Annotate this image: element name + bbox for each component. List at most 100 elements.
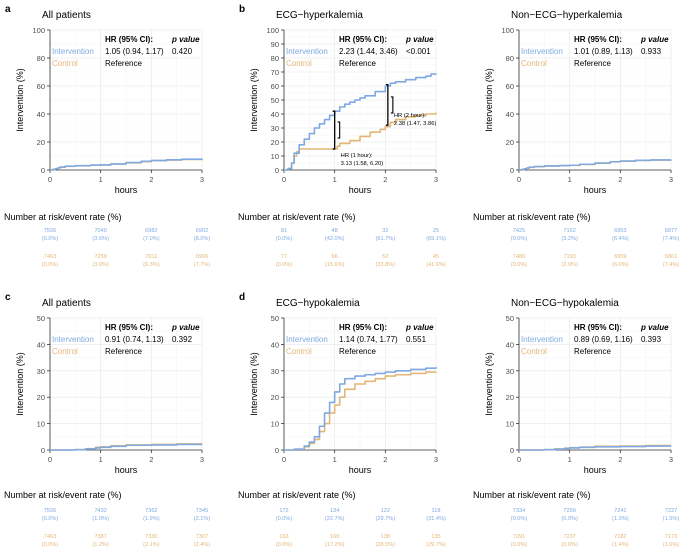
y-tick-label: 10 (37, 420, 45, 429)
chart-panel-3: Non−ECG−hyperkalemia 0 20 40 60 80 100 0 1 2 3 hour… (473, 10, 679, 268)
hr-annotation-line-2: 2.38 (1.47, 3.86) (394, 121, 437, 127)
legend-intervention-hr: 2.23 (1.44, 3.46) (339, 47, 398, 56)
risk-intervention-rate: (0.0%) (276, 236, 293, 242)
panel-title: Non−ECG−hypokalemia (511, 298, 619, 309)
risk-intervention-n: 7506 (44, 228, 56, 234)
risk-control-n: 66 (332, 254, 338, 260)
legend-control-hr: Reference (105, 59, 142, 68)
x-tick-label: 1 (333, 455, 337, 464)
x-tick-label: 1 (99, 455, 103, 464)
risk-intervention-rate: (7.4%) (663, 236, 680, 242)
x-tick-label: 2 (618, 175, 622, 184)
risk-control-rate: (2.9%) (561, 262, 578, 268)
y-tick-label: 0 (510, 166, 514, 175)
y-tick-label: 50 (37, 314, 45, 323)
y-tick-label: 0 (275, 446, 279, 455)
y-tick-label: 100 (266, 26, 279, 35)
chart-panel-2: b ECG−hyperkalemia 0 10 20 30 40 50 60 70 80 90 100 0… (238, 4, 446, 268)
panel-title: All patients (42, 298, 91, 309)
legend-intervention-label: Intervention (521, 47, 563, 56)
risk-intervention-rate: (8.0%) (194, 236, 211, 242)
hr-bracket-inner (390, 96, 394, 114)
series-line-intervention (50, 158, 203, 171)
risk-control-n: 138 (381, 534, 390, 540)
y-tick-label: 10 (271, 420, 279, 429)
risk-intervention-n: 7259 (563, 508, 575, 514)
y-tick-label: 20 (506, 138, 514, 147)
chart-panel-1: a All patients 0 20 40 60 80 100 0 1 2 3 hours Interv… (4, 4, 210, 268)
legend-control-label: Control (286, 347, 312, 356)
hr-bracket (332, 110, 336, 150)
y-tick-label: 30 (271, 367, 279, 376)
risk-intervention-rate: (0.0%) (511, 236, 528, 242)
y-tick-label: 40 (506, 110, 514, 119)
risk-intervention-n: 7040 (94, 228, 106, 234)
y-tick-label: 30 (506, 367, 514, 376)
hr-bracket (385, 83, 389, 126)
risk-table-header: Number at risk/event rate (%) (473, 490, 591, 500)
risk-intervention-n: 134 (330, 508, 339, 514)
y-tick-label: 30 (37, 367, 45, 376)
legend-hr-header: HR (95% CI): (339, 35, 387, 44)
risk-control-n: 7182 (614, 534, 626, 540)
legend-p-value: 0.933 (641, 47, 662, 56)
risk-intervention-n: 7506 (44, 508, 56, 514)
risk-intervention-rate: (0.0%) (42, 516, 59, 522)
y-axis-label: Intervention (%) (15, 352, 25, 416)
risk-control-rate: (0.0%) (511, 262, 528, 268)
hr-annotation-line-1: HR (1 hour): (341, 153, 373, 159)
y-axis-label: Intervention (%) (15, 68, 25, 132)
risk-control-n: 7463 (44, 254, 56, 260)
x-tick-label: 0 (517, 455, 521, 464)
risk-control-rate: (1.6%) (663, 542, 680, 548)
risk-control-rate: (28.5%) (376, 542, 396, 548)
risk-control-n: 7387 (94, 534, 106, 540)
risk-intervention-n: 7162 (563, 228, 575, 234)
risk-control-n: 135 (431, 534, 440, 540)
legend-p-header: p value (171, 323, 200, 332)
x-tick-label: 2 (383, 175, 387, 184)
risk-intervention-n: 32 (382, 228, 388, 234)
risk-control-n: 7193 (563, 254, 575, 260)
risk-control-rate: (6.3%) (143, 262, 160, 268)
x-tick-label: 2 (618, 455, 622, 464)
y-tick-label: 100 (32, 26, 45, 35)
risk-control-rate: (17.2%) (325, 542, 345, 548)
risk-control-n: 160 (330, 534, 339, 540)
risk-intervention-rate: (1.5%) (663, 516, 680, 522)
risk-intervention-n: 7432 (94, 508, 106, 514)
risk-intervention-n: 48 (332, 228, 338, 234)
risk-intervention-rate: (0.0%) (42, 236, 59, 242)
y-tick-label: 0 (510, 446, 514, 455)
risk-control-rate: (0.0%) (276, 542, 293, 548)
risk-table-header: Number at risk/event rate (%) (238, 212, 356, 222)
panel-title: ECG−hypokalemia (276, 298, 360, 309)
legend-intervention-hr: 1.05 (0.94, 1.17) (105, 47, 164, 56)
risk-control-rate: (41.6%) (426, 262, 446, 268)
y-tick-label: 40 (271, 110, 279, 119)
y-tick-label: 10 (506, 420, 514, 429)
risk-intervention-rate: (61.7%) (376, 236, 396, 242)
x-tick-label: 0 (282, 175, 286, 184)
risk-intervention-rate: (0.0%) (561, 516, 578, 522)
chart-panel-5: d ECG−hypokalemia 0 10 20 30 40 50 0 1 2 3 hours Inte… (238, 292, 446, 548)
risk-table-header: Number at risk/event rate (%) (473, 212, 591, 222)
risk-control-n: 7486 (513, 254, 525, 260)
legend-hr-header: HR (95% CI): (105, 35, 153, 44)
legend-control-hr: Reference (574, 347, 611, 356)
x-axis-label: hours (584, 185, 607, 195)
risk-table-header: Number at risk/event rate (%) (238, 490, 356, 500)
chart-panel-6: Non−ECG−hypokalemia 0 10 20 30 40 50 0 1 2 3 hours I… (473, 298, 679, 548)
x-tick-label: 1 (568, 455, 572, 464)
y-tick-label: 60 (37, 82, 45, 91)
legend-control-hr: Reference (339, 347, 376, 356)
legend-intervention-hr: 1.14 (0.74, 1.77) (339, 335, 398, 344)
risk-intervention-n: 6982 (145, 228, 157, 234)
y-axis-label: Intervention (%) (484, 352, 494, 416)
legend-control-label: Control (521, 59, 547, 68)
x-axis-label: hours (584, 465, 607, 475)
y-tick-label: 20 (271, 393, 279, 402)
risk-control-n: 163 (279, 534, 288, 540)
risk-control-n: 7173 (665, 534, 677, 540)
